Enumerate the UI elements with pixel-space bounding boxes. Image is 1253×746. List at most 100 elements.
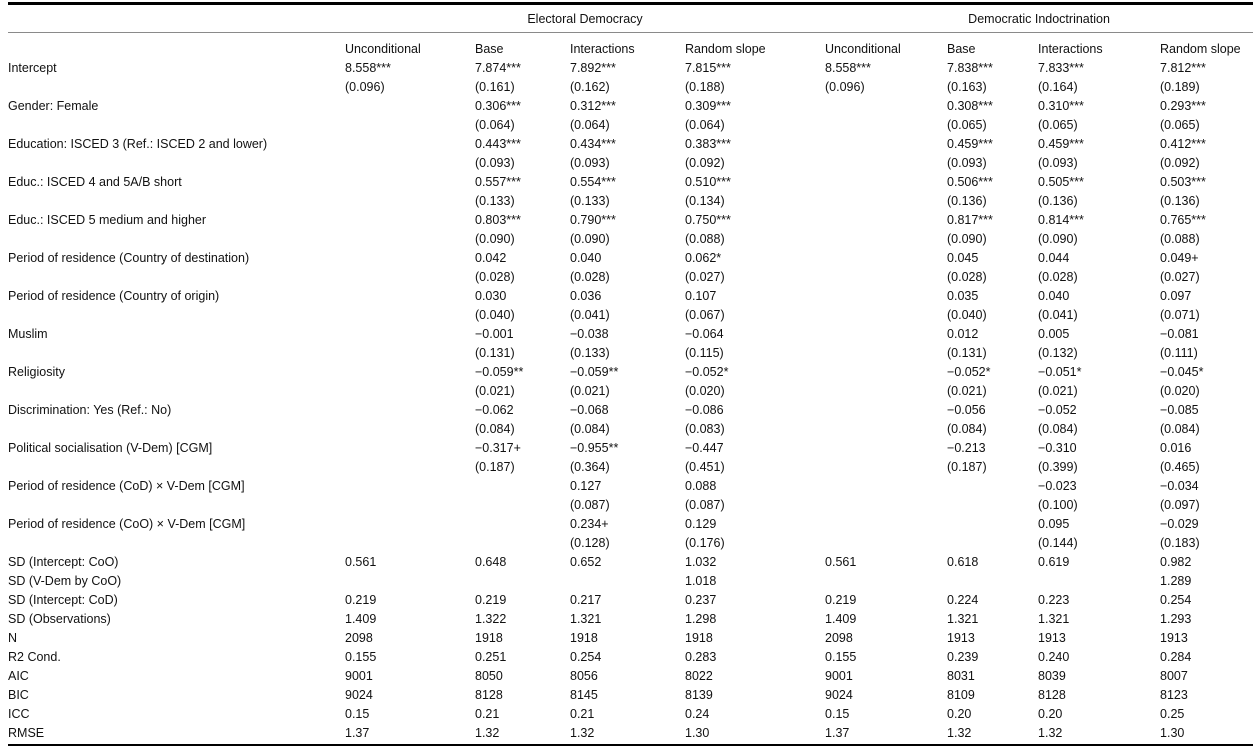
estimate-value: −0.052* [947,365,991,379]
statistic-cell: 1.321 [947,612,979,626]
coefficient-label: Political socialisation (V-Dem) [CGM] [8,441,213,455]
std-error-value: (0.115) [685,346,724,360]
coefficient-row: Education: ISCED 3 (Ref.: ISCED 2 and lo… [8,135,1253,173]
std-error-value: (0.088) [1160,232,1200,246]
statistic-row: AIC 9001 8050 8056 8022 9001 8031 8039 8007 [8,667,1253,686]
estimate-value: 0.309*** [685,99,731,113]
coefficient-cell: 0.107 (0.067) [685,287,825,325]
std-error-value: (0.028) [1038,270,1078,284]
std-error-value: (0.183) [1160,536,1200,550]
coefficient-cell: 0.035 (0.040) [947,287,1038,325]
coefficient-cell: 0.817*** (0.090) [947,211,1038,249]
statistic-cell: 0.15 [825,707,850,721]
statistic-cell: 1.018 [685,574,717,588]
coefficient-cell: −0.034 (0.097) [1160,477,1253,515]
std-error-value: (0.163) [947,80,987,94]
statistic-cell: 8109 [947,688,975,702]
statistic-cell: 8123 [1160,688,1188,702]
coefficient-cell: 0.044 (0.028) [1038,249,1160,287]
statistic-cell: 8128 [475,688,503,702]
coefficient-cell: 0.012 (0.131) [947,325,1038,363]
estimate-value: 0.095 [1038,517,1070,531]
estimate-value: 0.097 [1160,289,1192,303]
estimate-value: 0.814*** [1038,213,1084,227]
estimate-value: 0.817*** [947,213,993,227]
std-error-value: (0.064) [570,118,610,132]
statistic-cell: 0.284 [1160,650,1192,664]
estimate-value: −0.059** [475,365,524,379]
coefficient-cell: −0.447 (0.451) [685,439,825,477]
coefficient-cell: −0.052 (0.084) [1038,401,1160,439]
estimate-value: 0.040 [570,251,602,265]
std-error-value: (0.071) [1160,308,1200,322]
statistic-label: SD (Intercept: CoO) [8,555,119,569]
estimate-value: 0.554*** [570,175,616,189]
statistic-cell: 0.618 [947,555,979,569]
std-error-value: (0.096) [345,80,385,94]
coefficient-cell: 0.097 (0.071) [1160,287,1253,325]
std-error-value: (0.021) [475,384,515,398]
model-header: Random slope [685,42,766,56]
coefficient-cell [345,439,475,477]
std-error-value: (0.090) [1038,232,1078,246]
statistic-cell: 0.251 [475,650,507,664]
estimate-value: −0.086 [685,403,724,417]
group-header-row: Electoral Democracy Democratic Indoctrina… [8,3,1253,33]
statistic-cell: 1.37 [825,724,948,746]
statistic-cell: 1.32 [475,724,570,746]
std-error-value: (0.133) [475,194,515,208]
coefficient-cell: 0.506*** (0.136) [947,173,1038,211]
statistic-cell: 1918 [475,631,503,645]
statistic-cell: 8139 [685,688,713,702]
coefficient-cell: 0.443*** (0.093) [475,135,570,173]
group-header: Electoral Democracy [345,3,826,33]
std-error-value: (0.100) [1038,498,1078,512]
coefficient-cell: 0.434*** (0.093) [570,135,685,173]
coefficient-cell: 0.554*** (0.133) [570,173,685,211]
std-error-value: (0.064) [475,118,515,132]
coefficient-cell: −0.064 (0.115) [685,325,825,363]
coefficient-row: Educ.: ISCED 5 medium and higher 0.803***… [8,211,1253,249]
std-error-value: (0.064) [685,118,725,132]
coefficient-cell [825,477,947,515]
coefficient-cell: −0.955** (0.364) [570,439,685,477]
coefficient-cell: −0.045* (0.020) [1160,363,1253,401]
statistic-label: SD (V-Dem by CoO) [8,574,122,588]
coefficient-cell [947,477,1038,515]
std-error-value: (0.088) [685,232,725,246]
coefficient-cell: 0.030 (0.040) [475,287,570,325]
coefficient-cell: 0.459*** (0.093) [947,135,1038,173]
coefficient-cell: 0.412*** (0.092) [1160,135,1253,173]
coefficient-label: Discrimination: Yes (Ref.: No) [8,403,172,417]
std-error-value: (0.021) [570,384,610,398]
coefficient-label: Education: ISCED 3 (Ref.: ISCED 2 and lo… [8,137,268,151]
statistic-label: AIC [8,669,29,683]
coefficient-cell: 0.293*** (0.065) [1160,97,1253,135]
std-error-value: (0.399) [1038,460,1078,474]
coefficient-cell [825,287,947,325]
statistic-label: SD (Intercept: CoD) [8,593,118,607]
estimate-value: 0.750*** [685,213,731,227]
coefficient-label: Muslim [8,327,48,341]
coefficient-cell: −0.029 (0.183) [1160,515,1253,553]
statistic-cell: 0.237 [685,593,717,607]
std-error-value: (0.065) [947,118,987,132]
coefficient-cell [345,211,475,249]
statistic-cell: 1.409 [825,612,857,626]
statistic-cell: 0.155 [825,650,857,664]
coefficient-cell: −0.081 (0.111) [1160,325,1253,363]
std-error-value: (0.040) [947,308,987,322]
std-error-value: (0.131) [475,346,515,360]
statistic-label: N [8,631,18,645]
coefficient-cell [345,97,475,135]
statistic-cell: 1.37 [345,724,475,746]
coefficient-cell: 0.308*** (0.065) [947,97,1038,135]
estimate-value: 0.049+ [1160,251,1199,265]
coefficient-row: Period of residence (CoO) × V-Dem [CGM] 0… [8,515,1253,553]
coefficient-cell: 7.892*** (0.162) [570,59,685,97]
std-error-value: (0.021) [947,384,987,398]
coefficient-label: Educ.: ISCED 4 and 5A/B short [8,175,182,189]
coefficient-cell: 8.558*** (0.096) [825,59,947,97]
std-error-value: (0.161) [475,80,515,94]
coefficient-cell: −0.062 (0.084) [475,401,570,439]
